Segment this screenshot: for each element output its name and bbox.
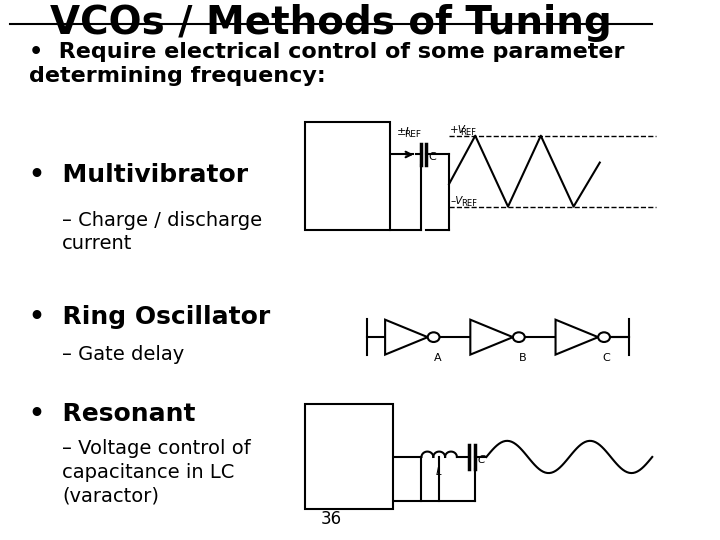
- Text: •  Ring Oscillator: • Ring Oscillator: [30, 305, 271, 329]
- Text: +V: +V: [450, 125, 467, 134]
- Text: – Gate delay: – Gate delay: [62, 345, 184, 364]
- Circle shape: [513, 332, 525, 342]
- Text: – Charge / discharge
current: – Charge / discharge current: [62, 211, 262, 253]
- Polygon shape: [385, 320, 428, 355]
- Polygon shape: [556, 320, 598, 355]
- Text: •  Multivibrator: • Multivibrator: [30, 163, 248, 186]
- Text: A: A: [433, 353, 441, 363]
- Bar: [305, 404, 393, 509]
- Text: C: C: [428, 152, 436, 162]
- Text: – Voltage control of
capacitance in LC
(varactor): – Voltage control of capacitance in LC (…: [62, 439, 251, 505]
- Bar: [305, 122, 390, 230]
- Text: REF: REF: [405, 131, 421, 139]
- Text: •  Resonant: • Resonant: [30, 402, 196, 426]
- Text: •  Require electrical control of some parameter
determining frequency:: • Require electrical control of some par…: [30, 42, 625, 86]
- Text: VCOs / Methods of Tuning: VCOs / Methods of Tuning: [50, 4, 612, 42]
- Circle shape: [428, 332, 439, 342]
- Circle shape: [598, 332, 610, 342]
- Text: B: B: [518, 353, 526, 363]
- Text: L: L: [436, 467, 442, 477]
- Text: 36: 36: [320, 510, 341, 528]
- Text: –V: –V: [450, 195, 463, 206]
- Text: C: C: [477, 455, 485, 464]
- Text: ±I: ±I: [397, 127, 409, 137]
- Text: REF: REF: [461, 199, 477, 208]
- Polygon shape: [470, 320, 513, 355]
- Text: REF: REF: [460, 128, 476, 137]
- Text: C: C: [603, 353, 611, 363]
